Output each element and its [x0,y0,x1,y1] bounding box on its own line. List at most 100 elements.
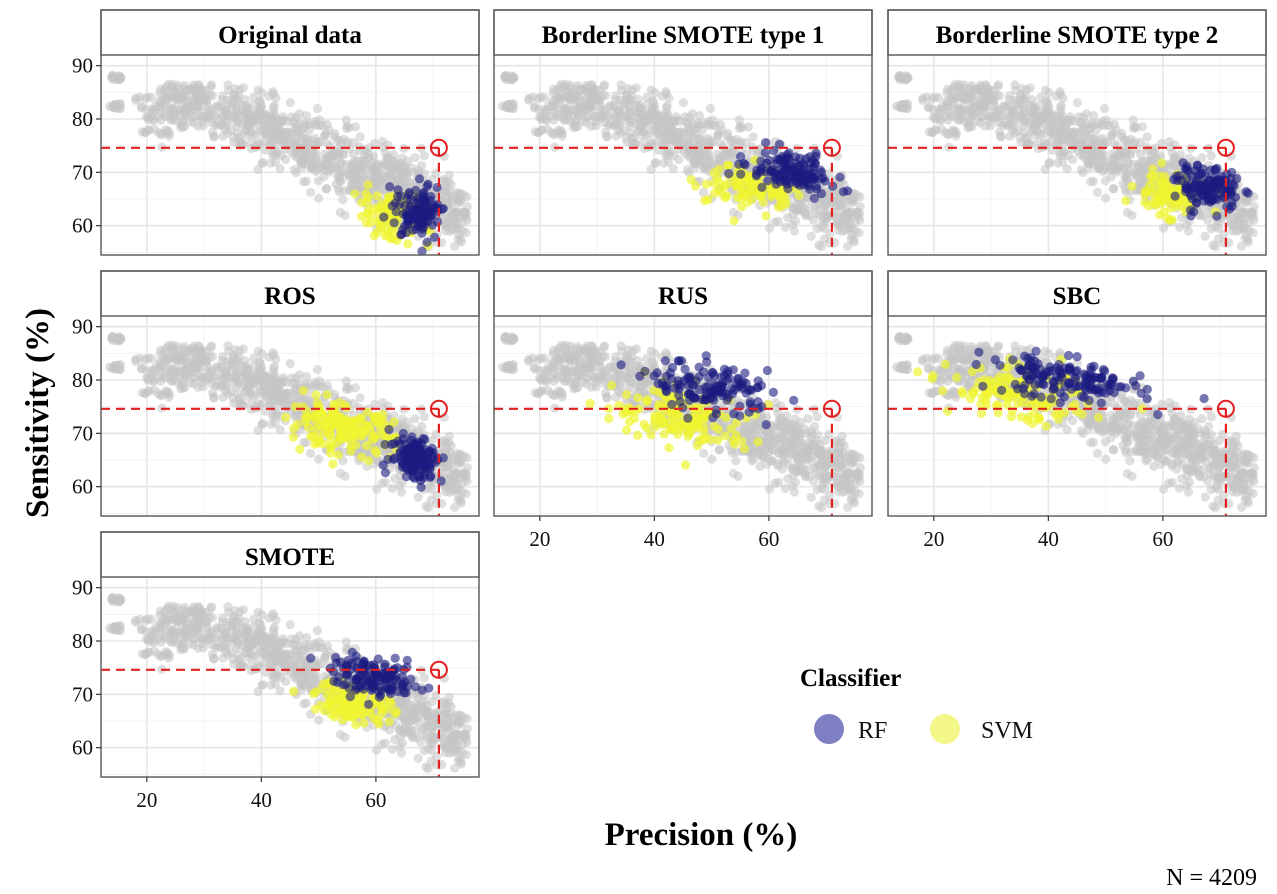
svm-point [306,431,316,441]
background-point [552,100,562,110]
background-point [231,104,242,114]
background-point [1058,93,1068,103]
background-point [302,372,312,382]
rf-point [395,447,405,457]
background-point [682,165,692,175]
background-point [150,385,160,395]
background-point [1138,164,1148,174]
background-point [713,149,723,159]
background-point [175,109,185,119]
rf-point [1243,188,1253,198]
background-point [748,132,758,142]
background-point [949,127,959,138]
background-point [288,394,299,404]
background-point [271,150,281,160]
background-point [941,111,951,122]
background-point [150,124,160,134]
points [498,70,865,252]
background-point [839,211,849,221]
svm-point [710,188,720,198]
background-point [162,388,172,399]
panel-title: Original data [218,22,362,49]
svm-point [720,181,730,191]
background-point [461,469,472,479]
rf-point [401,227,411,238]
rf-point [809,193,819,203]
background-point [172,341,182,351]
background-point [285,359,295,369]
background-point [264,91,274,101]
background-point [450,502,460,512]
background-point [222,356,232,366]
background-point [209,392,219,402]
background-point [1198,203,1208,213]
background-point [432,490,442,500]
background-point [260,380,270,390]
svm-point [288,432,298,442]
svm-point [372,191,382,201]
background-point [1072,98,1082,108]
background-point [302,111,312,121]
background-point [417,160,427,171]
background-point [962,109,972,119]
svm-point [314,436,324,446]
background-point [1045,158,1055,168]
svm-point [364,456,374,466]
svm-point [403,239,413,249]
rf-point [393,436,403,446]
background-point [450,241,460,251]
background-point [266,419,276,429]
rf-point [430,232,440,242]
background-point [254,357,264,367]
background-point [587,80,597,90]
background-point [1131,123,1141,133]
background-point [1099,103,1109,114]
background-point [664,93,674,103]
background-point [317,381,327,391]
background-point [194,341,204,351]
background-point [351,164,361,174]
background-point [352,156,362,166]
svm-point [281,412,291,422]
background-point [653,119,663,129]
background-point [296,132,306,143]
background-point [335,468,345,479]
background-point [261,388,271,398]
background-point [652,136,663,146]
background-point [377,136,388,147]
background-point [363,163,373,173]
rf-point [791,170,802,180]
background-point [1243,196,1253,206]
background-point [1107,131,1117,141]
background-point [713,131,723,141]
background-point [988,85,999,95]
svm-point [322,390,332,400]
background-point [282,116,292,126]
rf-point [1171,171,1182,181]
background-point [955,105,965,115]
svm-point [743,171,753,181]
background-point [555,127,565,138]
background-point [615,95,625,105]
background-point [960,89,970,99]
svm-point [1164,182,1174,192]
background-point [706,138,717,148]
background-point [664,150,674,160]
reference-point-marker [429,138,448,157]
rf-point [1181,163,1191,173]
background-point [190,100,200,110]
background-point [341,376,351,386]
background-point [160,346,170,356]
background-point [355,132,365,142]
background-point [291,386,301,396]
svm-point [311,390,321,400]
background-point [334,187,344,197]
background-point [728,207,739,218]
background-point [342,139,352,149]
rf-point [1212,211,1222,221]
background-point [417,421,427,432]
background-point [212,362,222,372]
background-point [271,385,281,396]
background-point [959,80,970,90]
background-point [271,93,281,103]
